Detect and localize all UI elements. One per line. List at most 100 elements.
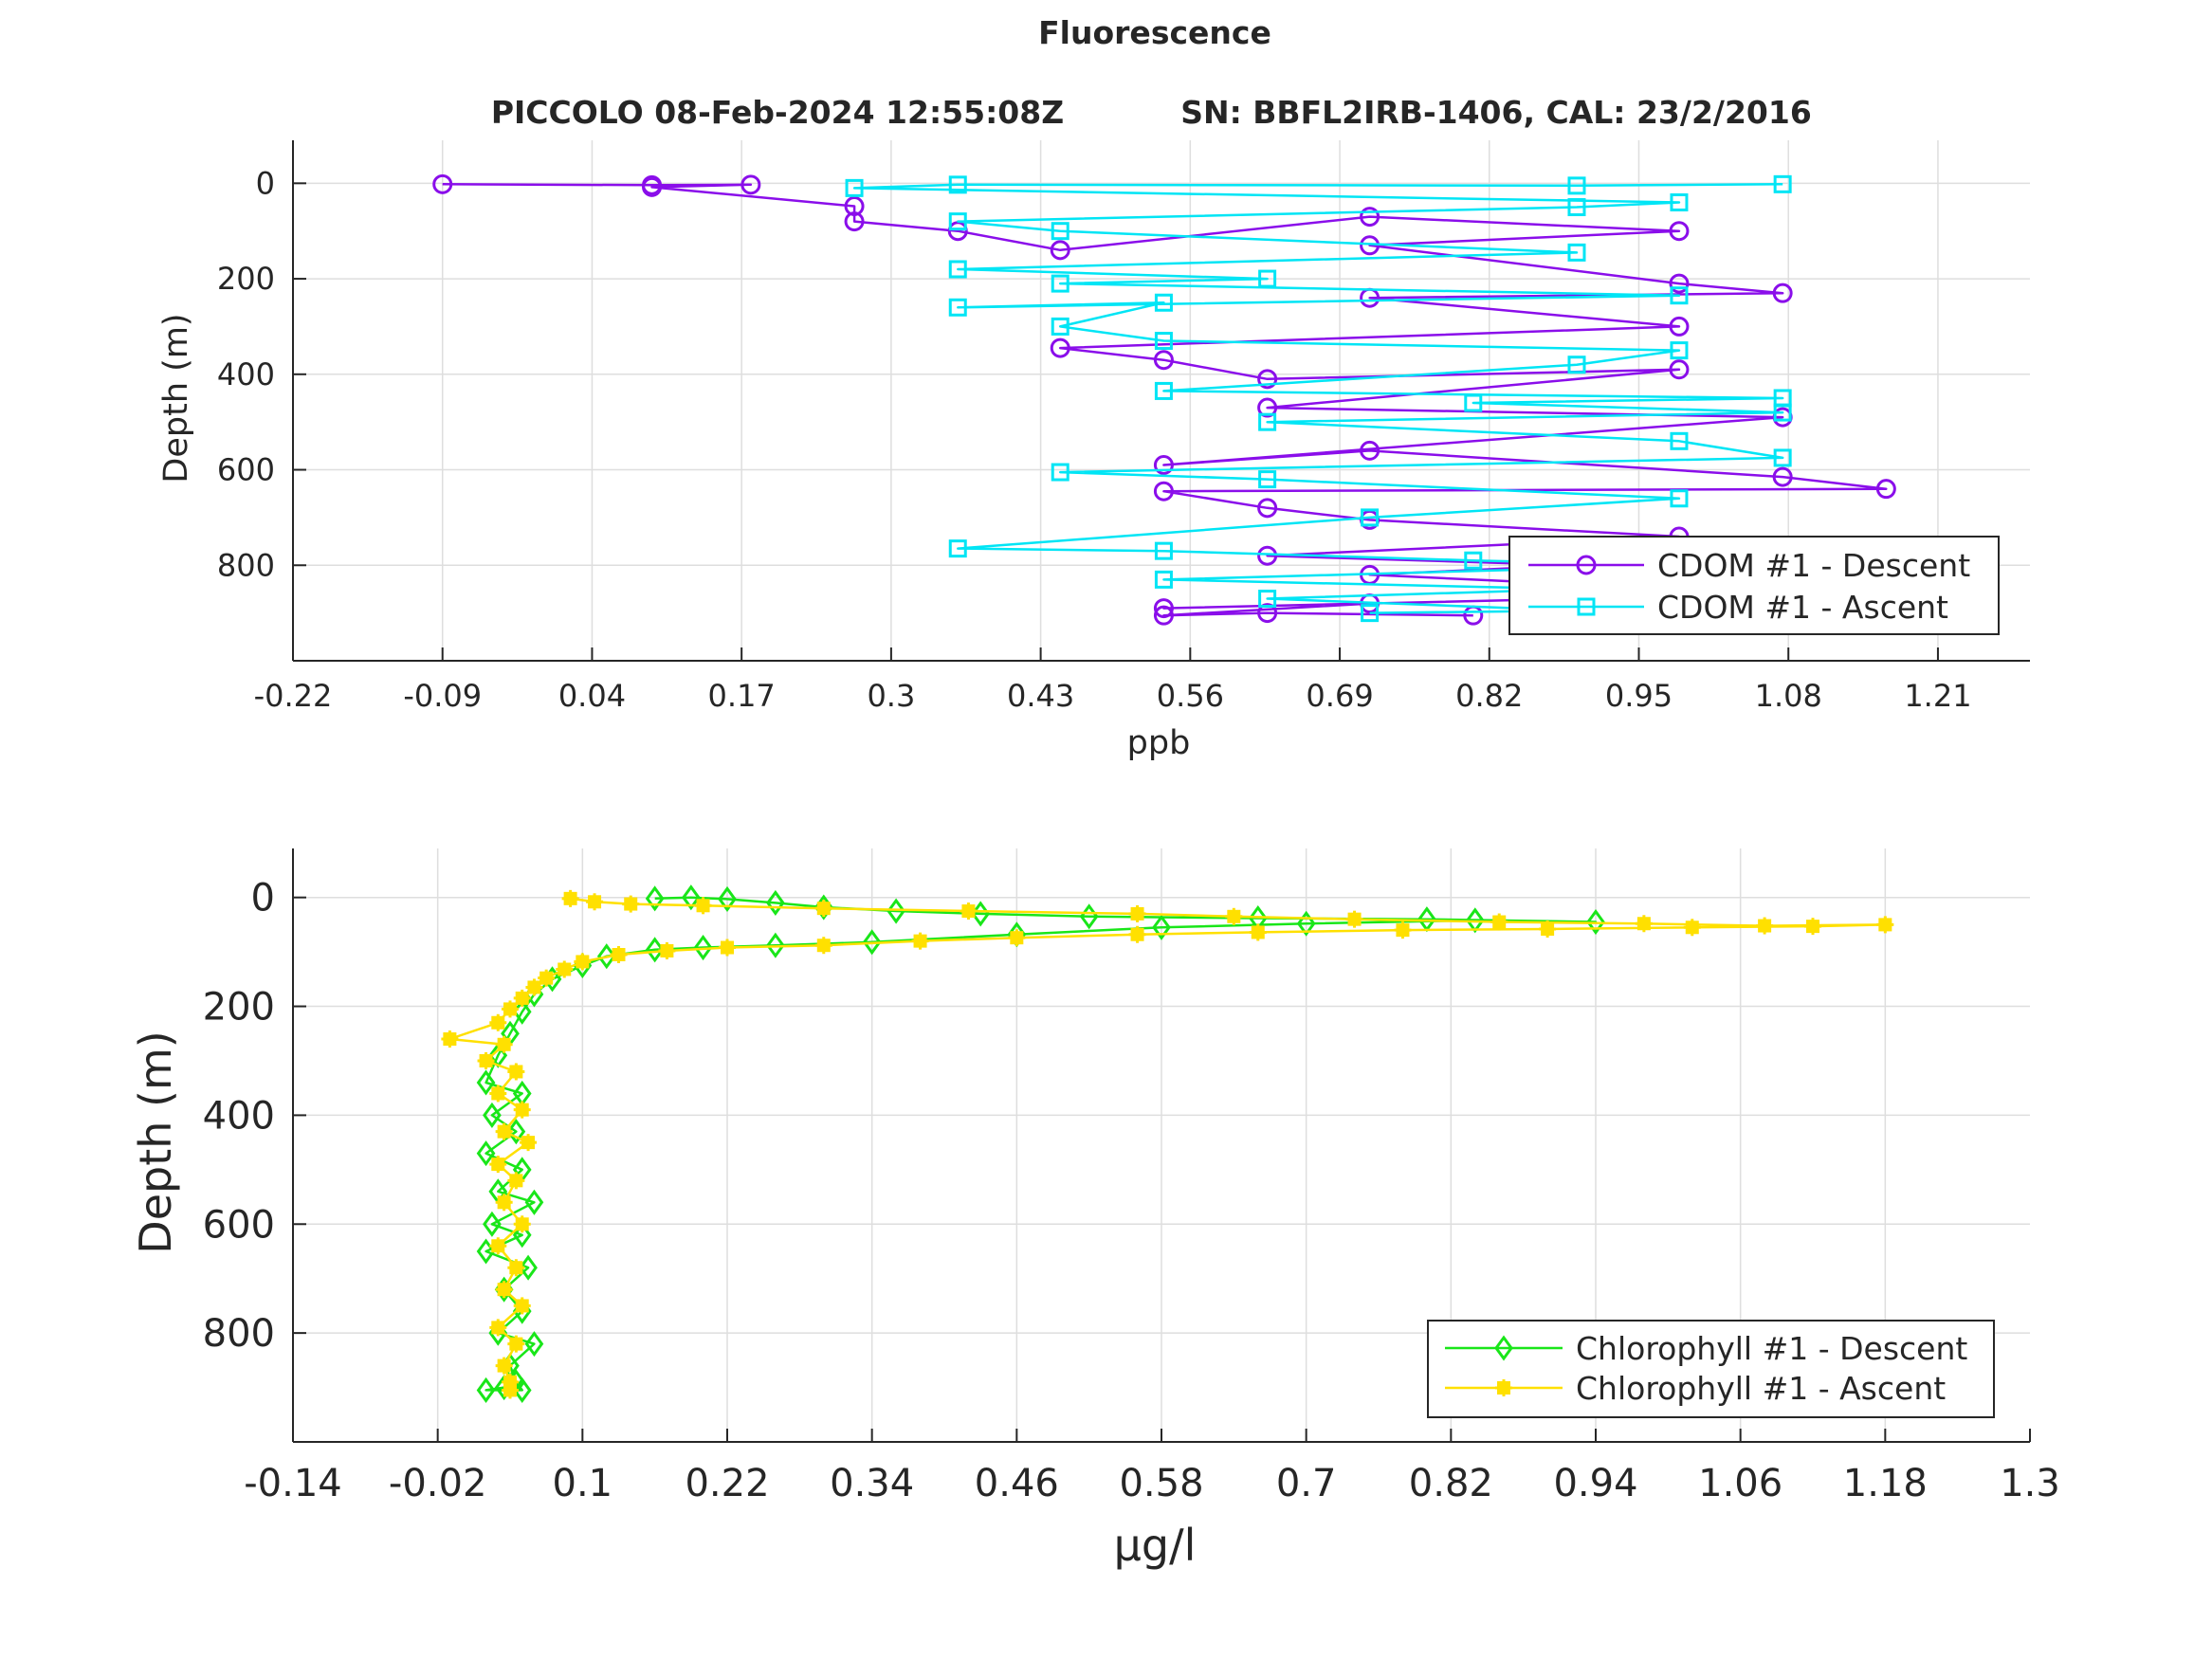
x-tick-label: 0.04 (558, 678, 626, 714)
cdom-y-tick-labels: 0 200 400 600 800 (217, 165, 275, 583)
data-point-cdom_ascent (1670, 431, 1689, 450)
cdom-legend-descent-symbol (1528, 555, 1644, 575)
data-point-chl_ascent (441, 1030, 459, 1048)
data-point-chl_ascent (513, 1101, 531, 1119)
cdom-x-axis-label: ppb (1127, 724, 1191, 762)
x-tick-label: 1.06 (1698, 1462, 1782, 1505)
data-point-cdom_ascent (948, 175, 967, 194)
y-tick-label: 200 (217, 261, 275, 297)
data-point-chl_ascent (507, 1259, 525, 1277)
legend-marker (1576, 555, 1597, 575)
chlorophyll-legend[interactable]: Chlorophyll #1 - Descent Chlorophyll #1 … (1427, 1320, 1995, 1418)
y-tick-label: 400 (203, 1094, 275, 1138)
data-point-cdom_ascent (1670, 489, 1689, 508)
data-point-chl_descent (476, 1238, 496, 1265)
data-point-chl_descent (483, 1102, 502, 1128)
y-tick-label: 400 (217, 356, 275, 392)
data-point-cdom_ascent (1567, 243, 1586, 262)
x-tick-label: 0.82 (1455, 678, 1523, 714)
data-point-cdom_descent (432, 173, 453, 194)
data-point-chl_ascent (495, 1281, 513, 1299)
data-point-chl_ascent (1345, 910, 1363, 928)
data-point-chl_ascent (561, 889, 579, 907)
data-point-cdom_ascent (1773, 174, 1792, 193)
data-point-cdom_descent (642, 176, 663, 197)
x-tick-label: 0.1 (553, 1462, 613, 1505)
data-point-cdom_descent (1669, 359, 1690, 380)
data-point-cdom_ascent (1567, 176, 1586, 195)
data-point-cdom_ascent (845, 178, 864, 197)
data-point-cdom_descent (1153, 605, 1174, 626)
chlorophyll-y-axis-label: Depth (m) (130, 1030, 181, 1253)
data-point-chl_ascent (495, 1194, 513, 1212)
chlorophyll-axes (292, 848, 2031, 1443)
figure-suptitle: Fluorescence (1038, 14, 1271, 51)
data-point-chl_descent (519, 1254, 538, 1281)
data-point-chl_ascent (814, 937, 832, 955)
data-point-chl_ascent (556, 960, 574, 978)
x-tick-label: 0.43 (1007, 678, 1074, 714)
data-point-chl_descent (1152, 914, 1171, 940)
data-point-chl_ascent (1756, 917, 1774, 935)
data-point-cdom_descent (1669, 221, 1690, 242)
data-point-cdom_descent (1153, 350, 1174, 371)
data-point-chl_ascent (1876, 916, 1894, 934)
data-point-chl_descent (645, 885, 665, 912)
data-point-chl_ascent (911, 932, 929, 950)
data-point-chl_ascent (538, 969, 556, 987)
data-point-chl_ascent (502, 1381, 519, 1399)
data-point-cdom_ascent (1258, 470, 1277, 489)
data-point-cdom_ascent (1670, 341, 1689, 360)
data-point-chl_ascent (1249, 923, 1267, 941)
data-point-cdom_ascent (1258, 412, 1277, 431)
data-point-chl_ascent (622, 895, 640, 913)
data-point-cdom_ascent (1670, 286, 1689, 305)
data-point-cdom_descent (1153, 454, 1174, 475)
data-point-cdom_ascent (1773, 448, 1792, 467)
data-point-chl_descent (512, 1376, 532, 1403)
data-point-cdom_descent (1153, 598, 1174, 619)
cdom-legend-ascent-symbol (1528, 597, 1644, 616)
chlorophyll-y-tick-labels: 0 200 400 600 800 (203, 877, 275, 1356)
x-tick-label: 0.82 (1409, 1462, 1493, 1505)
cdom-legend-descent-label: CDOM #1 - Descent (1657, 547, 1970, 584)
data-point-chl_ascent (610, 945, 628, 963)
chlorophyll-legend-box (1427, 1320, 1995, 1418)
x-tick-label: 1.21 (1904, 678, 1971, 714)
data-point-cdom_ascent (1773, 403, 1792, 422)
data-point-cdom_ascent (1567, 198, 1586, 217)
data-point-chl_descent (681, 884, 701, 911)
data-point-chl_descent (483, 1211, 502, 1237)
data-point-chl_ascent (1539, 920, 1557, 938)
x-tick-label: 0.3 (867, 678, 915, 714)
chlorophyll-series (441, 884, 1894, 1403)
data-point-chl_ascent (814, 900, 832, 918)
panel1-title-right: SN: BBFL2IRB-1406, CAL: 23/2/2016 (1180, 94, 1812, 131)
x-tick-label: 0.69 (1306, 678, 1373, 714)
data-point-chl_descent (476, 1140, 496, 1167)
x-tick-label: 0.22 (685, 1462, 769, 1505)
data-point-chl_descent (524, 1331, 544, 1358)
data-point-chl_descent (766, 932, 785, 958)
x-tick-label: 0.94 (1553, 1462, 1637, 1505)
data-point-chl_ascent (1683, 919, 1701, 937)
series-chl_ascent (441, 889, 1894, 1399)
series-line-cdom_ascent (852, 183, 1784, 614)
data-point-chl_descent (1296, 910, 1316, 937)
data-point-cdom_descent (1050, 240, 1070, 261)
data-point-chl_ascent (513, 1215, 531, 1233)
data-point-cdom_ascent (1154, 381, 1173, 400)
data-point-cdom_ascent (1051, 274, 1069, 293)
chlorophyll-panel: -0.14 -0.02 0.1 0.22 0.34 0.46 0.58 0.7 0.82 0.94… (130, 848, 2060, 1571)
data-point-cdom_descent (1360, 207, 1380, 228)
x-tick-label: 0.34 (830, 1462, 914, 1505)
data-point-chl_descent (512, 1222, 532, 1249)
data-point-chl_ascent (694, 897, 712, 915)
data-point-cdom_descent (1257, 498, 1278, 519)
data-point-chl_ascent (719, 939, 736, 957)
data-point-cdom_ascent (1464, 551, 1483, 570)
x-tick-label: 0.95 (1605, 678, 1673, 714)
cdom-legend[interactable]: CDOM #1 - Descent CDOM #1 - Ascent (1508, 536, 2000, 635)
data-point-cdom_descent (1050, 337, 1070, 358)
